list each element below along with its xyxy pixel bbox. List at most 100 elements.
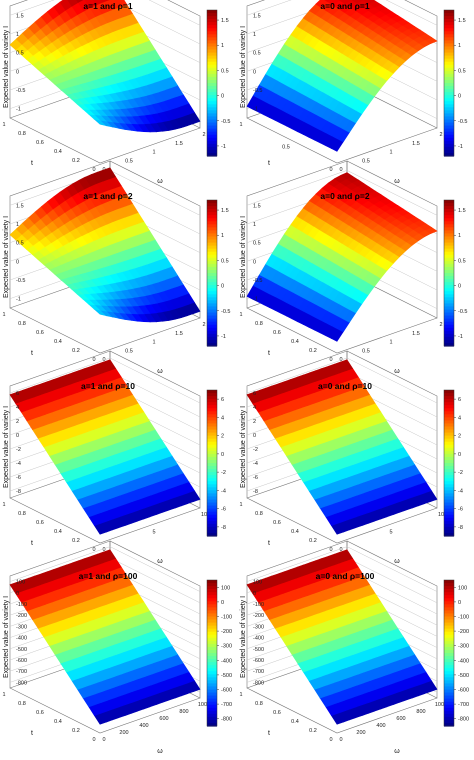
z-tick-label: -600 xyxy=(16,658,27,664)
y-axis-label: ω xyxy=(157,178,163,185)
z-tick-label: 0 xyxy=(253,433,256,439)
y-axis-label: ω xyxy=(157,748,163,755)
x-tick-label: 0.6 xyxy=(273,520,281,526)
x-tick-label: 0.4 xyxy=(54,149,62,155)
x-axis-label: t xyxy=(268,160,270,167)
z-tick-label: -1 xyxy=(16,107,21,113)
z-tick-label: -200 xyxy=(253,613,264,619)
surface-mesh xyxy=(9,549,201,725)
colorbar-tick-label: 100 xyxy=(458,585,467,591)
x-tick-label: 0.6 xyxy=(36,520,44,526)
z-tick-label: 2 xyxy=(253,419,256,425)
x-tick-label: 0.2 xyxy=(72,538,80,544)
y-tick-label: 0 xyxy=(102,547,105,553)
y-tick-label: 800 xyxy=(416,709,425,715)
colorbar-tick-label: -4 xyxy=(458,488,463,494)
surface-patch xyxy=(115,0,128,8)
y-tick-label: 1 xyxy=(152,340,155,346)
y-tick-label: 0 xyxy=(102,737,105,743)
x-tick-label: 0 xyxy=(329,737,332,743)
colorbar-tick-label: -0.5 xyxy=(221,309,230,315)
z-tick-label: -2 xyxy=(253,447,258,453)
y-tick-label: 10 xyxy=(201,512,207,518)
colorbar: -8 -6 -4 -2 0 2 4 6 xyxy=(206,389,226,537)
z-tick-label: -0.5 xyxy=(16,88,25,94)
z-tick-label: 6 xyxy=(16,391,19,397)
colorbar-tick-label: -0.5 xyxy=(458,119,467,125)
x-tick-label: 0.2 xyxy=(309,538,317,544)
colorbar-tick-label: 1.5 xyxy=(221,18,229,24)
x-tick-label: 0 xyxy=(92,357,95,363)
y-tick-label: 200 xyxy=(119,730,128,736)
y-tick-label: 400 xyxy=(376,723,385,729)
colorbar-tick-label: 2 xyxy=(458,434,461,440)
surface-mesh xyxy=(246,0,438,152)
z-tick-label: -0.5 xyxy=(253,88,262,94)
z-tick-label: -100 xyxy=(16,602,27,608)
z-tick-label: -800 xyxy=(253,680,264,686)
surface-plot-8: -800-700-600-500-400-300-200-100010000.2… xyxy=(239,540,469,755)
surface-patch xyxy=(340,172,354,180)
colorbar-tick-label: 0 xyxy=(458,600,461,606)
x-tick-label: 0.8 xyxy=(255,701,263,707)
z-axis-label: Expected value of variety I xyxy=(240,26,247,108)
x-tick-label: 0.2 xyxy=(72,348,80,354)
colorbar-tick-label: 0.5 xyxy=(458,68,466,74)
plot-title: a=1 and ρ=2 xyxy=(83,191,132,201)
x-tick-label: 1 xyxy=(239,312,242,318)
z-tick-label: -500 xyxy=(253,647,264,653)
x-tick-label: 0 xyxy=(329,357,332,363)
z-tick-label: -1 xyxy=(253,107,258,113)
z-tick-label: -0.5 xyxy=(253,278,262,284)
z-tick-label: -2 xyxy=(16,447,21,453)
surface-patch xyxy=(103,549,117,561)
x-tick-label: 0.8 xyxy=(18,701,26,707)
colorbar-tick-label: -400 xyxy=(458,658,469,664)
surface-plot-1: -1 -0.5 0 0.5 1 1.5 0 0.2 0.4 0.6 0.8 1 0 0.5 1 1.5 2 t ω E… xyxy=(2,0,230,185)
x-tick-label: 0.4 xyxy=(54,719,62,725)
y-axis-label: ω xyxy=(394,178,400,185)
z-tick-label: 0.5 xyxy=(253,51,261,57)
colorbar-tick-label: -600 xyxy=(458,688,469,694)
colorbar-tick-label: 0.5 xyxy=(458,258,466,264)
colorbar-tick-label: 100 xyxy=(221,585,230,591)
x-tick-label: 0.4 xyxy=(54,529,62,535)
z-tick-label: -500 xyxy=(16,647,27,653)
z-tick-label: -8 xyxy=(253,489,258,495)
colorbar-tick-label: -300 xyxy=(458,644,469,650)
y-tick-label: 1 xyxy=(389,340,392,346)
colorbar-tick-label: 1.5 xyxy=(458,18,466,24)
surface-patch xyxy=(351,0,364,4)
z-tick-label: -700 xyxy=(253,669,264,675)
z-tick-label: -6 xyxy=(253,475,258,481)
colorbar-tick-label: 0 xyxy=(221,94,224,100)
z-tick-label: -1 xyxy=(253,297,258,303)
colorbar-tick-label: 6 xyxy=(458,397,461,403)
x-tick-label: 0.4 xyxy=(291,529,299,535)
x-tick-label: 0.8 xyxy=(255,321,263,327)
surface-patch xyxy=(100,0,110,3)
z-tick-label: -6 xyxy=(16,475,21,481)
surface-patch xyxy=(324,0,331,3)
z-tick-label: 0 xyxy=(16,433,19,439)
colorbar-tick-label: 0 xyxy=(458,452,461,458)
y-tick-label: 1 xyxy=(389,150,392,156)
surface-patch xyxy=(103,359,117,371)
x-tick-label: 0.6 xyxy=(273,710,281,716)
z-tick-label: -400 xyxy=(253,636,264,642)
x-axis-label: t xyxy=(268,350,270,357)
surface-mesh xyxy=(246,549,438,725)
colorbar-tick-label: 1 xyxy=(221,43,224,49)
y-tick-label: 400 xyxy=(139,723,148,729)
surface-plot-5: -8-6-4-2024600.20.40.60.810510tωExpected… xyxy=(2,350,226,565)
y-axis-label: ω xyxy=(394,748,400,755)
colorbar-tick-label: -2 xyxy=(221,470,226,476)
z-tick-label: -4 xyxy=(253,461,258,467)
colorbar-tick-label: 0 xyxy=(458,94,461,100)
z-tick-label: 1 xyxy=(16,222,19,228)
x-tick-label: 1 xyxy=(2,692,5,698)
plot-title: a=0 and ρ=1 xyxy=(320,1,369,11)
x-tick-label: 0.2 xyxy=(72,728,80,734)
z-tick-label: -400 xyxy=(16,636,27,642)
